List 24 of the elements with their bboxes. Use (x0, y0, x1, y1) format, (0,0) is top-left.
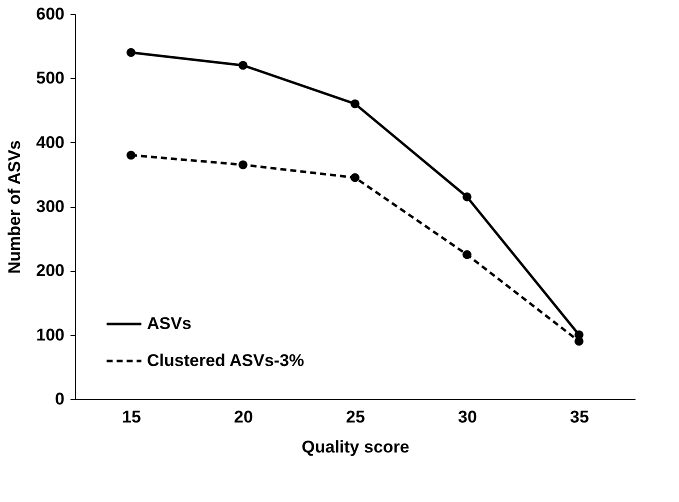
y-tick-label: 500 (36, 68, 64, 88)
y-tick-label: 100 (36, 325, 64, 344)
point (462, 250, 472, 260)
y-axis-title: Number of ASVs (5, 140, 24, 274)
point (462, 192, 472, 202)
point (238, 60, 248, 70)
y-tick-label: 300 (36, 197, 64, 216)
legend-label: Clustered ASVs-3% (147, 351, 304, 370)
point (350, 99, 360, 108)
x-tick-label: 30 (458, 408, 477, 426)
x-tick-label: 35 (570, 408, 589, 426)
point (350, 173, 360, 182)
point (126, 48, 136, 57)
y-tick-label: 0 (55, 390, 64, 408)
point (126, 150, 136, 160)
x-tick-label: 15 (122, 408, 141, 426)
point (238, 160, 248, 170)
x-axis-title: Quality score (302, 438, 410, 456)
x-tick-label: 25 (346, 408, 365, 426)
x-tick-label: 20 (234, 408, 253, 426)
legend-label: ASVs (147, 314, 192, 333)
y-tick-label: 200 (36, 261, 64, 280)
y-tick-label: 400 (36, 132, 64, 152)
y-tick-label: 600 (36, 4, 64, 24)
